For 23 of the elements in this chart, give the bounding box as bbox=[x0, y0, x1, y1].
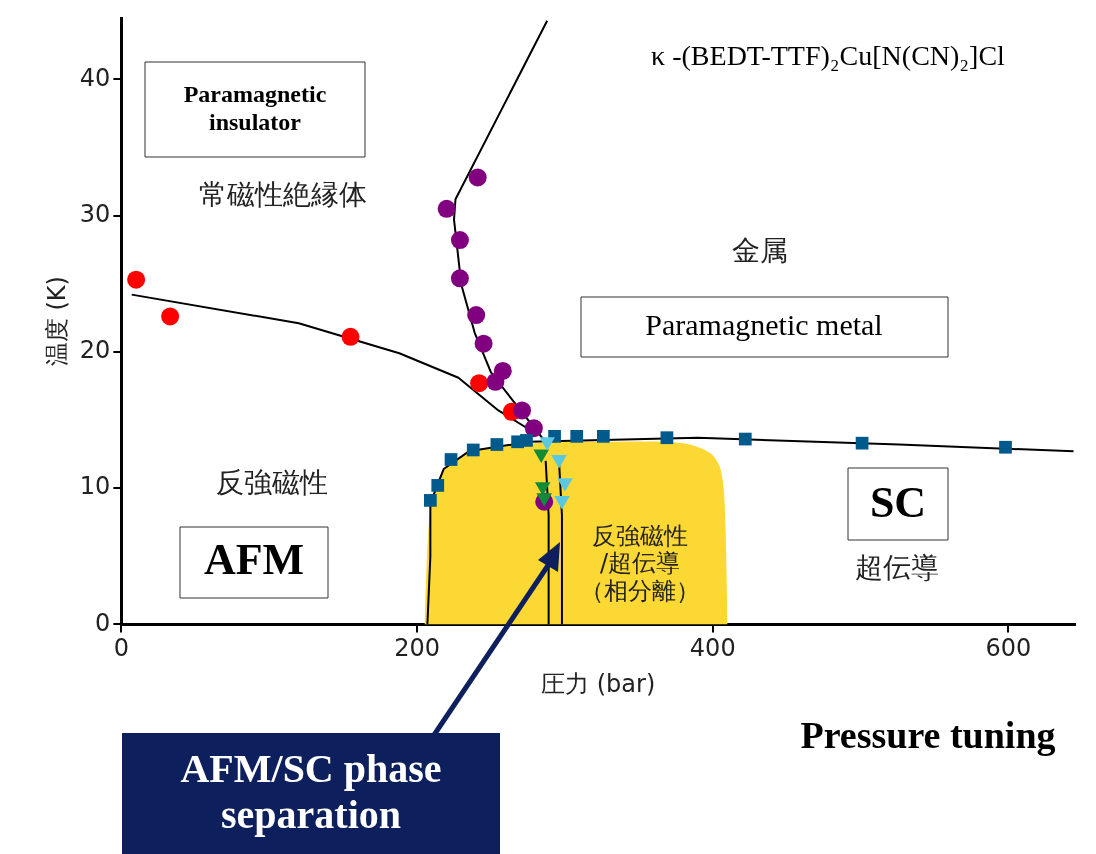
y-tick-label: 30 bbox=[79, 199, 111, 228]
annotation: 金属 bbox=[732, 234, 788, 268]
text: κ -(BEDT-TTF)₂Cu[N(CN)₂]Cl bbox=[651, 40, 1006, 72]
y-tick-label: 40 bbox=[79, 63, 111, 92]
x-axis-title: 圧力 (bar) bbox=[541, 669, 656, 698]
text: Pressure tuning bbox=[800, 713, 1056, 756]
annotation: 反強磁性 bbox=[216, 466, 328, 500]
y-axis-title: 温度 (K) bbox=[42, 276, 71, 367]
y-tick-label: 20 bbox=[79, 336, 111, 365]
x-tick-label: 200 bbox=[394, 634, 440, 663]
y-tick-label: 0 bbox=[95, 608, 111, 637]
x-tick-label: 0 bbox=[113, 634, 129, 663]
x-tick-label: 400 bbox=[689, 634, 736, 663]
annotation: 常磁性絶縁体 bbox=[199, 178, 367, 212]
annotation: 反強磁性/超伝導（相分離） bbox=[580, 521, 700, 605]
y-tick-label: 10 bbox=[79, 472, 111, 501]
annotation: SC bbox=[869, 478, 927, 528]
annotation: 超伝導 bbox=[855, 551, 939, 585]
annotation: AFM bbox=[203, 535, 305, 585]
annotation: Paramagnetic insulator bbox=[183, 81, 327, 135]
text: AFM/SC phase separation bbox=[180, 746, 442, 838]
x-tick-label: 600 bbox=[985, 634, 1032, 663]
annotation: Paramagnetic metal bbox=[645, 307, 883, 341]
